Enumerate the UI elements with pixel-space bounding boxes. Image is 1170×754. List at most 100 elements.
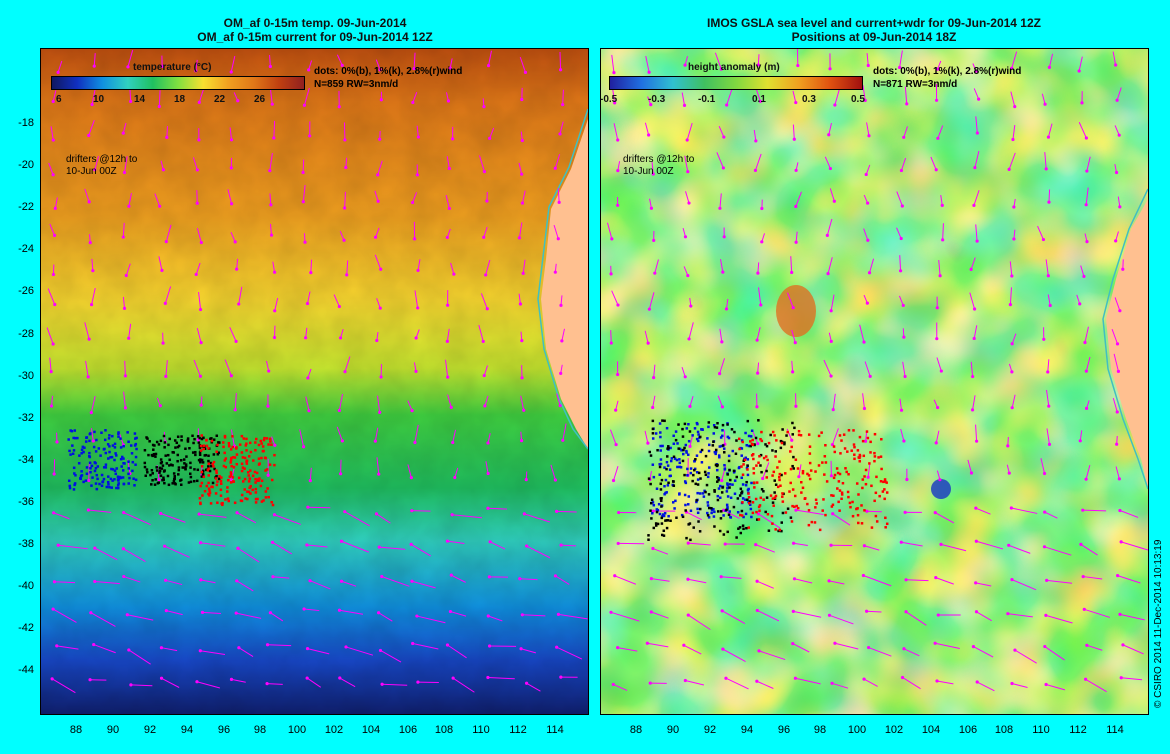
drifter-dot — [707, 472, 710, 475]
current-arrow-dot — [867, 271, 872, 275]
drifter-dot — [210, 439, 214, 443]
drifter-dot — [200, 470, 204, 474]
drifter-dot — [822, 498, 825, 501]
drifter-dot — [775, 439, 778, 442]
current-arrow-dot — [609, 341, 613, 345]
drifter-dot — [94, 466, 98, 470]
current-arrow — [905, 611, 927, 626]
current-arrow — [1112, 397, 1118, 413]
drifter-dot — [229, 472, 233, 476]
current-arrow — [518, 293, 521, 305]
drifter-dot — [762, 498, 765, 501]
current-arrow-dot — [866, 238, 870, 242]
current-arrow — [158, 90, 161, 107]
drifter-dot — [847, 473, 850, 476]
current-arrow-dot — [306, 376, 310, 380]
drifter-dot — [726, 487, 729, 490]
drifter-dot — [694, 482, 697, 486]
current-arrow — [725, 298, 729, 309]
drifter-dot — [858, 456, 861, 460]
drifter-dot — [229, 458, 233, 462]
current-arrow-dot — [229, 138, 234, 142]
drifter-dot — [90, 464, 94, 468]
current-arrow-dot — [1010, 274, 1014, 278]
current-arrow-dot — [683, 235, 688, 239]
current-arrow-dot — [482, 235, 486, 239]
drifter-dot — [119, 457, 123, 461]
drifter-dot — [651, 427, 655, 431]
current-arrow — [757, 54, 760, 66]
drifter-dot — [111, 468, 115, 471]
current-arrow — [1078, 56, 1083, 72]
drifter-dot — [208, 489, 211, 492]
current-arrow — [411, 580, 436, 589]
drifter-dot — [198, 436, 201, 440]
current-arrow-dot — [342, 238, 346, 242]
current-arrow-dot — [121, 547, 126, 551]
current-arrow-dot — [524, 478, 528, 482]
current-arrow-dot — [790, 270, 794, 275]
drifter-dot — [840, 439, 843, 442]
current-arrow-dot — [343, 510, 347, 514]
current-arrow-dot — [127, 204, 131, 208]
current-arrow — [58, 544, 88, 550]
current-arrow-dot — [938, 274, 942, 278]
temperature-map[interactable] — [40, 48, 589, 715]
current-arrow — [899, 255, 902, 271]
drifter-dot — [788, 490, 791, 493]
current-arrow-dot — [723, 542, 727, 546]
current-arrow — [91, 287, 96, 305]
current-arrow-dot — [486, 614, 490, 618]
current-arrow — [451, 574, 466, 583]
drifter-dot — [152, 452, 156, 456]
drifter-dot — [214, 477, 218, 480]
current-arrow-dot — [790, 438, 794, 442]
drifter-dot — [106, 475, 110, 478]
drifter-dot — [240, 462, 244, 466]
drifter-dot — [222, 445, 225, 449]
drifter-dot — [231, 456, 235, 459]
sea-level-map[interactable] — [600, 48, 1149, 715]
drifter-dot — [741, 501, 744, 504]
drifter-dot — [675, 458, 679, 462]
drifter-dot — [244, 497, 247, 500]
current-arrow-dot — [122, 574, 126, 579]
drifter-dot — [760, 488, 764, 491]
drifter-dot — [712, 515, 716, 518]
current-arrow-dot — [378, 306, 382, 310]
drifter-dot — [658, 463, 661, 466]
current-arrow — [452, 429, 457, 443]
current-arrow-dot — [306, 505, 310, 509]
drifter-dot — [705, 483, 709, 487]
current-arrow-dot — [687, 337, 691, 341]
drifter-dot — [783, 472, 787, 475]
current-arrow-dot — [1083, 340, 1087, 345]
current-arrow — [828, 123, 832, 135]
drifter-dot — [216, 443, 219, 447]
current-arrow — [488, 50, 492, 66]
current-arrow — [755, 544, 775, 553]
drifter-dot — [707, 493, 711, 496]
drifter-dot — [668, 468, 672, 471]
drifter-dot — [168, 464, 171, 467]
drifter-dot — [684, 509, 687, 512]
drifter-dot — [792, 455, 795, 459]
current-arrow-dot — [794, 100, 798, 105]
drifter-dot — [870, 484, 873, 488]
current-arrow-dot — [935, 405, 940, 410]
current-arrow-dot — [199, 578, 203, 582]
drifter-dot — [687, 439, 691, 443]
current-arrow — [196, 681, 221, 689]
current-arrow-dot — [866, 63, 870, 68]
drifter-dot — [649, 509, 652, 512]
current-arrow-dot — [647, 307, 651, 311]
drifter-dot — [73, 482, 77, 485]
drifter-dot — [780, 441, 784, 445]
current-arrow-dot — [1116, 574, 1120, 578]
drifter-dot — [780, 521, 783, 524]
drifter-dot — [779, 484, 782, 487]
current-arrow — [1040, 458, 1046, 474]
current-arrow — [617, 647, 638, 652]
drifter-dot — [719, 510, 723, 513]
current-arrow-dot — [862, 544, 867, 548]
